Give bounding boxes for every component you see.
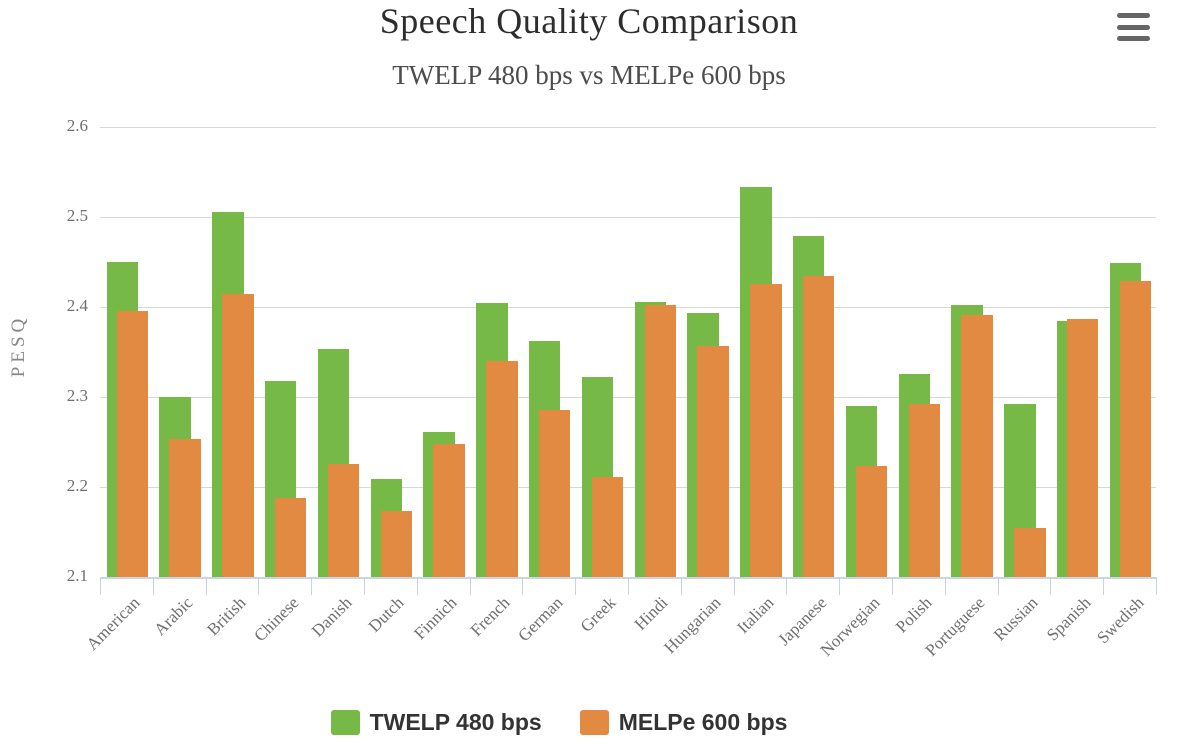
melpe-bar-russian[interactable] [1014,528,1046,577]
legend-swatch-melpe [579,710,609,735]
x-axis-tick [311,577,313,595]
melpe-bar-finnich[interactable] [433,443,465,577]
x-axis-tick [152,577,154,595]
legend-item-twelp[interactable]: TWELP 480 bps [330,709,542,736]
x-axis-tick [100,577,101,595]
x-axis-tick [839,577,841,595]
melpe-bar-chinese[interactable] [274,497,307,577]
x-axis-tick [205,577,207,595]
legend-label-melpe: MELPe 600 bps [618,709,788,735]
y-axis-tick-label: 2.2 [66,476,88,495]
melpe-bar-hindi[interactable] [644,305,676,577]
x-axis-tick [416,577,418,595]
melpe-bar-german[interactable] [538,409,571,577]
y-axis-tick-label: 2.5 [66,206,88,225]
hamburger-icon [1117,13,1150,18]
legend-swatch-twelp [330,710,360,735]
legend: TWELP 480 bps MELPe 600 bps [0,709,1118,736]
melpe-bar-greek[interactable] [591,477,624,577]
gridline [100,397,1156,398]
x-axis-tick [1103,577,1105,595]
melpe-bar-british[interactable] [222,294,254,577]
melpe-bar-japanese[interactable] [802,275,835,577]
gridline [100,127,1156,128]
melpe-bar-swedish[interactable] [1119,280,1152,577]
y-axis-tick-label: 2.1 [66,566,88,585]
chart-title: Speech Quality Comparison [379,1,799,41]
x-axis-tick [469,577,471,595]
x-axis-tick [944,577,946,595]
hamburger-menu-button[interactable] [1116,10,1152,44]
melpe-bar-dutch[interactable] [380,511,412,577]
melpe-bar-danish[interactable] [327,463,360,577]
hamburger-icon [1117,36,1150,41]
y-axis-tick-label: 2.3 [66,386,88,405]
x-axis-tick [628,577,629,595]
melpe-bar-polish[interactable] [908,404,940,577]
melpe-bar-italian[interactable] [750,283,782,577]
x-axis-tick [892,577,893,595]
melpe-bar-arabic[interactable] [169,439,201,577]
x-axis-tick [1050,577,1052,595]
x-axis-tick [733,577,735,595]
y-axis-tick-label: 2.6 [66,116,88,135]
x-axis-tick [680,577,682,595]
hamburger-icon [1117,24,1150,30]
x-axis-tick [364,577,365,595]
x-axis-tick [997,577,999,595]
gridline [100,487,1156,488]
melpe-bar-norwegian[interactable] [855,466,888,577]
gridline [100,307,1156,308]
chart-subtitle: TWELP 480 bps vs MELPe 600 bps [392,60,786,90]
gridline [100,217,1156,218]
melpe-bar-portuguese[interactable] [961,315,993,577]
melpe-bar-spanish[interactable] [1066,318,1099,577]
x-axis-tick [258,577,260,595]
x-axis-tick [786,577,788,595]
melpe-bar-french[interactable] [486,361,518,577]
x-axis-tick [522,577,524,595]
y-axis-tick-label: 2.4 [66,296,88,315]
legend-item-melpe[interactable]: MELPe 600 bps [579,709,788,736]
x-axis-tick [1156,577,1157,595]
legend-label-twelp: TWELP 480 bps [369,709,542,735]
melpe-bar-hungarian[interactable] [697,345,729,577]
melpe-bar-american[interactable] [116,310,148,577]
x-axis-tick [575,577,577,595]
